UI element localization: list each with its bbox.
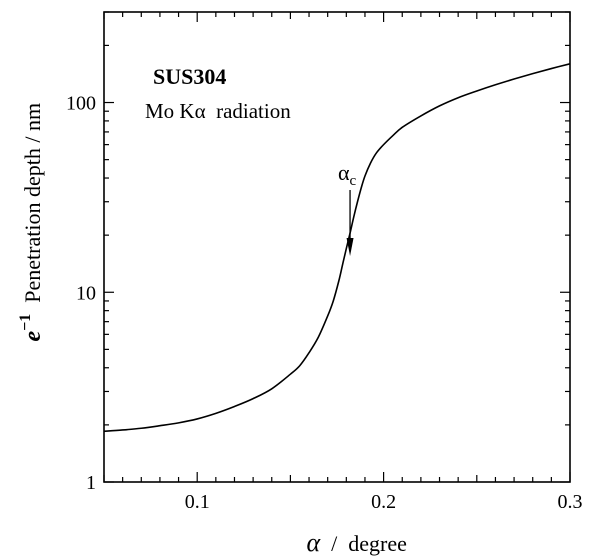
y-tick-label: 1 <box>86 472 96 494</box>
x-tick-label: 0.3 <box>558 491 583 513</box>
y-axis-label: e−1 Penetration depth / nm <box>17 75 46 380</box>
sample-label: SUS304 <box>153 64 226 89</box>
x-axis-label-symbol: α <box>307 528 322 557</box>
y-axis-label-superscript: −1 <box>17 314 34 331</box>
y-tick-label: 100 <box>66 93 96 115</box>
y-axis-label-text: Penetration depth / nm <box>20 103 45 314</box>
critical-angle-label: αc <box>338 160 357 189</box>
x-axis-ticks: 0.1 0.2 0.3 <box>103 12 583 513</box>
radiation-label: Mo Kα radiation <box>145 99 291 123</box>
critical-angle-arrowhead <box>346 238 354 256</box>
critical-angle-subscript: c <box>350 173 357 189</box>
x-axis-label-text: / degree <box>320 531 407 556</box>
y-axis-ticks: 1 10 100 <box>66 11 570 494</box>
x-axis-label: α / degree <box>268 528 434 557</box>
x-tick-label: 0.1 <box>185 491 210 513</box>
x-tick-label: 0.2 <box>371 491 396 513</box>
plot-frame <box>103 11 571 483</box>
y-tick-label: 10 <box>76 282 96 304</box>
y-axis-label-prefix: e <box>20 331 46 342</box>
critical-angle-symbol: α <box>338 160 350 185</box>
